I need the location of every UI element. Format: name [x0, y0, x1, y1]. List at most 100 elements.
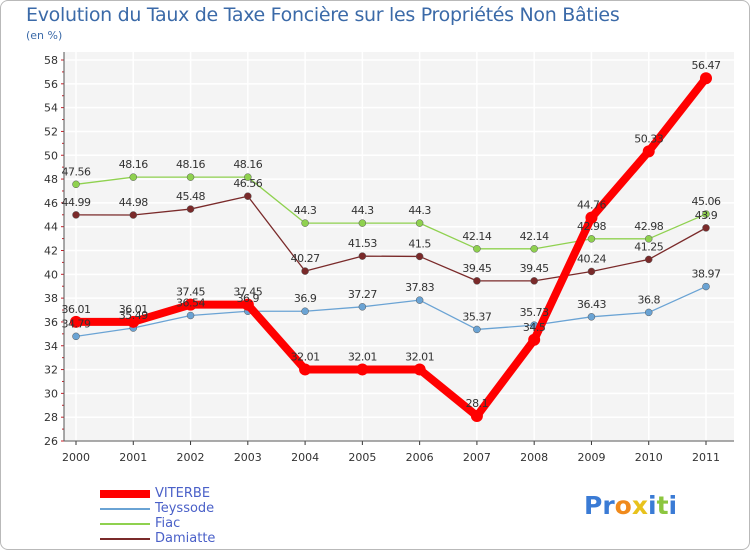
- x-tick-label: 2005: [348, 451, 376, 464]
- y-tick-label: 48: [44, 173, 58, 186]
- data-point-teyssode: [301, 307, 309, 315]
- data-point-viterbe: [585, 211, 598, 224]
- data-point-fiac: [72, 180, 80, 189]
- data-point-damiatte: [186, 205, 195, 213]
- data-label-fiac: 48.16: [233, 158, 262, 171]
- data-label-fiac: 42.98: [634, 220, 663, 233]
- data-label-viterbe: 36.01: [62, 303, 91, 316]
- logo-letter: t: [656, 491, 669, 520]
- data-point-viterbe: [642, 145, 655, 158]
- data-label-fiac: 42.14: [462, 230, 491, 243]
- series-line-teyssode: [75, 285, 707, 337]
- data-point-viterbe: [70, 315, 82, 328]
- legend-label: Damiatte: [155, 531, 216, 546]
- data-point-fiac: [358, 219, 367, 227]
- data-point-teyssode: [702, 282, 710, 291]
- series-line-fiac: [75, 176, 707, 250]
- data-label-fiac: 42.98: [577, 220, 606, 233]
- data-point-teyssode: [415, 296, 424, 304]
- data-label-teyssode: 35.73: [520, 306, 549, 319]
- data-point-viterbe: [127, 315, 140, 328]
- legend-swatch: [100, 490, 150, 498]
- y-tick-label: 44: [44, 221, 58, 234]
- data-label-damiatte: 41.53: [348, 237, 377, 250]
- data-label-viterbe: 37.45: [176, 286, 205, 299]
- data-label-teyssode: 36.54: [176, 297, 205, 310]
- data-point-viterbe: [356, 363, 369, 376]
- y-tick-label: 32: [44, 364, 58, 377]
- data-label-damiatte: 41.5: [408, 237, 431, 250]
- data-label-viterbe: 44.76: [577, 199, 606, 212]
- data-label-viterbe: 56.47: [692, 59, 721, 72]
- data-label-viterbe: 32.01: [348, 350, 377, 363]
- data-point-damiatte: [301, 267, 309, 275]
- data-label-teyssode: 35.49: [119, 309, 148, 322]
- y-tick-label: 52: [44, 125, 58, 138]
- data-label-fiac: 44.3: [294, 204, 317, 217]
- data-label-teyssode: 36.43: [577, 298, 606, 311]
- data-point-damiatte: [530, 277, 538, 285]
- data-label-teyssode: 35.37: [462, 310, 491, 323]
- y-tick-label: 28: [44, 411, 58, 424]
- x-tick-label: 2010: [635, 451, 663, 464]
- data-label-fiac: 42.14: [520, 230, 549, 243]
- data-point-viterbe: [528, 333, 541, 346]
- data-label-damiatte: 39.45: [520, 262, 549, 275]
- data-label-damiatte: 40.27: [291, 252, 320, 265]
- data-label-viterbe: 37.45: [233, 286, 262, 299]
- x-tick-label: 2007: [463, 451, 491, 464]
- data-label-viterbe: 32.01: [405, 350, 434, 363]
- data-point-fiac: [129, 173, 138, 181]
- data-point-damiatte: [358, 252, 367, 260]
- data-label-viterbe: 28.1: [466, 397, 489, 410]
- x-tick-label: 2009: [577, 451, 605, 464]
- legend-swatch: [100, 538, 150, 540]
- data-point-viterbe: [241, 298, 254, 311]
- data-point-teyssode: [644, 308, 653, 317]
- data-label-viterbe: 36.01: [119, 303, 148, 316]
- data-point-viterbe: [299, 363, 312, 376]
- data-label-damiatte: 40.24: [577, 252, 606, 265]
- x-tick-label: 2011: [692, 451, 720, 464]
- data-point-viterbe: [184, 298, 197, 311]
- data-point-fiac: [415, 219, 424, 227]
- x-tick-label: 2004: [291, 451, 319, 464]
- x-tick-label: 2008: [520, 451, 548, 464]
- legend-label: Teyssode: [155, 501, 215, 516]
- data-label-fiac: 45.06: [692, 195, 721, 208]
- data-point-fiac: [244, 173, 252, 181]
- data-label-teyssode: 36.8: [637, 293, 660, 306]
- y-tick-label: 50: [44, 149, 58, 162]
- data-label-damiatte: 45.48: [176, 190, 205, 203]
- plot-area: [64, 52, 734, 441]
- y-tick-label: 40: [44, 268, 58, 281]
- series-line-damiatte: [75, 195, 707, 282]
- y-tick-label: 26: [44, 435, 58, 448]
- data-point-damiatte: [473, 277, 481, 285]
- logo-letter: i: [648, 491, 657, 520]
- data-point-damiatte: [587, 267, 596, 276]
- proxiti-logo: Proxiti: [584, 491, 677, 520]
- data-point-fiac: [301, 219, 309, 227]
- y-tick-label: 34: [44, 340, 58, 353]
- data-point-teyssode: [587, 313, 596, 321]
- data-point-teyssode: [186, 311, 195, 320]
- logo-letter: r: [602, 491, 615, 520]
- data-label-damiatte: 41.25: [634, 240, 663, 253]
- data-label-damiatte: 44.98: [119, 196, 148, 209]
- data-point-fiac: [473, 245, 481, 253]
- y-tick-label: 30: [44, 387, 58, 400]
- x-tick-label: 2001: [119, 451, 147, 464]
- logo-letter: P: [584, 491, 603, 520]
- data-label-fiac: 48.16: [119, 158, 148, 171]
- x-tick-label: 2003: [234, 451, 262, 464]
- data-point-fiac: [587, 235, 596, 243]
- data-label-fiac: 44.3: [408, 204, 431, 217]
- x-tick-label: 2000: [62, 451, 90, 464]
- logo-letter: x: [631, 491, 648, 520]
- legend-label: Fiac: [155, 516, 181, 531]
- y-tick-label: 58: [44, 54, 58, 67]
- data-label-viterbe: 34.5: [523, 321, 546, 334]
- y-tick-label: 36: [44, 316, 58, 329]
